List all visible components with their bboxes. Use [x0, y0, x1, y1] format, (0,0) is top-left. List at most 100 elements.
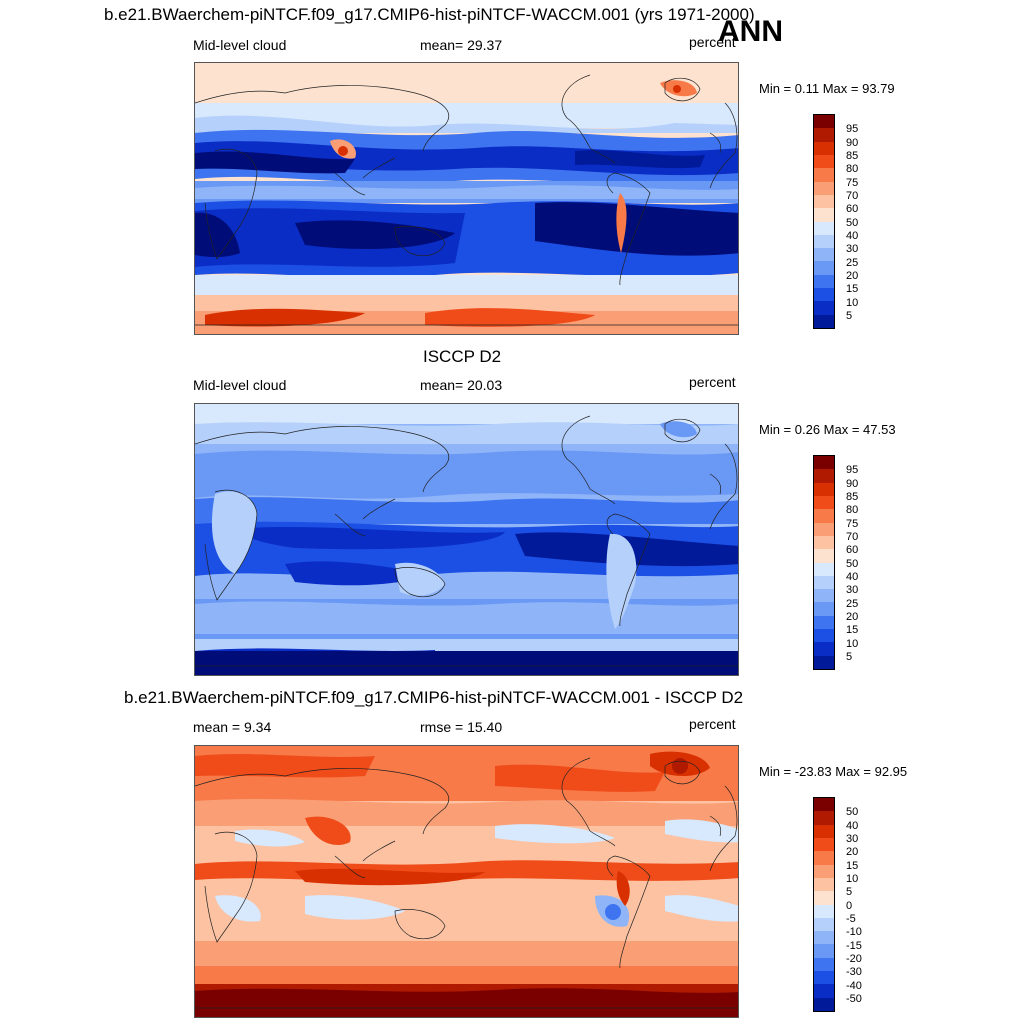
diff-units-label: percent — [689, 716, 736, 732]
diff-colorbar-swatch — [814, 917, 834, 932]
colorbar-tick-label: 80 — [846, 504, 859, 516]
model-colorbar — [813, 114, 835, 329]
colorbar-tick-label: 50 — [846, 217, 859, 229]
colorbar-tick-label: 50 — [846, 806, 859, 818]
colorbar-tick-label: 30 — [846, 833, 859, 845]
model-variable-label: Mid-level cloud — [193, 37, 287, 53]
diff-colorbar-swatch — [814, 864, 834, 878]
diff-colorbar-swatch — [814, 824, 834, 838]
colorbar-tick-label: -20 — [846, 953, 862, 965]
diff-colorbar-swatch — [814, 944, 834, 958]
diff-colorbar-swatch — [814, 984, 834, 998]
colorbar-tick-label: 20 — [846, 270, 859, 282]
colorbar-tick-label: 5 — [846, 651, 853, 663]
colorbar-tick-label: 25 — [846, 257, 859, 269]
colorbar-tick-label: 10 — [846, 638, 859, 650]
colorbar-tick-label: 15 — [846, 283, 859, 295]
diff-colorbar-swatch — [814, 851, 834, 865]
colorbar-tick-label: 60 — [846, 544, 859, 556]
obs-colorbar-swatch — [814, 589, 834, 603]
model-cloud-map — [194, 62, 739, 335]
colorbar-tick-label: 10 — [846, 873, 859, 885]
colorbar-tick-label: 10 — [846, 297, 859, 309]
model-colorbar-swatch — [814, 314, 834, 328]
obs-units-label: percent — [689, 374, 736, 390]
colorbar-tick-label: 50 — [846, 558, 859, 570]
colorbar-tick-label: 30 — [846, 243, 859, 255]
colorbar-tick-label: 15 — [846, 860, 859, 872]
diff-mean-label: mean = 9.34 — [193, 719, 272, 735]
colorbar-tick-label: 75 — [846, 177, 859, 189]
diff-cloud-map — [194, 745, 739, 1018]
diff-colorbar-swatch — [814, 877, 834, 892]
model-units-label: percent — [689, 34, 736, 50]
diff-colorbar-swatch — [814, 997, 834, 1011]
colorbar-tick-label: 85 — [846, 150, 859, 162]
model-colorbar-swatch — [814, 288, 834, 302]
colorbar-tick-label: -50 — [846, 993, 862, 1005]
obs-colorbar-swatch — [814, 562, 834, 576]
colorbar-tick-label: 5 — [846, 886, 853, 898]
colorbar-tick-label: -30 — [846, 966, 862, 978]
colorbar-tick-label: 30 — [846, 584, 859, 596]
model-colorbar-swatch — [814, 181, 834, 195]
colorbar-tick-label: 95 — [846, 123, 859, 135]
colorbar-tick-label: 90 — [846, 137, 859, 149]
model-colorbar-swatch — [814, 274, 834, 289]
obs-colorbar — [813, 455, 835, 670]
model-colorbar-swatch — [814, 154, 834, 169]
colorbar-tick-label: -15 — [846, 940, 862, 952]
obs-colorbar-swatch — [814, 642, 834, 656]
obs-panel-title: ISCCP D2 — [423, 347, 502, 366]
obs-map-svg — [195, 404, 738, 675]
model-colorbar-swatch — [814, 141, 834, 155]
model-colorbar-swatch — [814, 194, 834, 209]
obs-colorbar-swatch — [814, 629, 834, 643]
colorbar-tick-label: -10 — [846, 926, 862, 938]
obs-cloud-map — [194, 403, 739, 676]
colorbar-tick-label: 95 — [846, 464, 859, 476]
model-minmax-label: Min = 0.11 Max = 93.79 — [759, 81, 895, 96]
colorbar-tick-label: 20 — [846, 611, 859, 623]
diff-rmse-label: rmse = 15.40 — [420, 719, 503, 735]
obs-colorbar-swatch — [814, 522, 834, 536]
obs-mean-label: mean= 20.03 — [420, 377, 503, 393]
colorbar-tick-label: 40 — [846, 230, 859, 242]
model-colorbar-swatch — [814, 261, 834, 275]
diff-colorbar-swatch — [814, 971, 834, 985]
colorbar-tick-label: -40 — [846, 980, 862, 992]
colorbar-tick-label: 40 — [846, 820, 859, 832]
obs-colorbar-swatch — [814, 535, 834, 550]
colorbar-tick-label: 25 — [846, 598, 859, 610]
model-colorbar-swatch — [814, 168, 834, 182]
diff-panel-title: b.e21.BWaerchem-piNTCF.f09_g17.CMIP6-his… — [124, 688, 744, 707]
diff-colorbar — [813, 797, 835, 1012]
model-mean-label: mean= 29.37 — [420, 37, 503, 53]
colorbar-tick-label: 70 — [846, 531, 859, 543]
diff-colorbar-swatch — [814, 798, 834, 812]
colorbar-tick-label: 90 — [846, 478, 859, 490]
diff-colorbar-swatch — [814, 904, 834, 918]
colorbar-tick-label: 5 — [846, 310, 853, 322]
diff-colorbar-swatch — [814, 811, 834, 825]
diff-colorbar-swatch — [814, 957, 834, 972]
diff-colorbar-swatch — [814, 891, 834, 905]
diff-colorbar-swatch — [814, 837, 834, 852]
colorbar-tick-label: 60 — [846, 203, 859, 215]
obs-colorbar-swatch — [814, 482, 834, 496]
diff-minmax-label: Min = -23.83 Max = 92.95 — [759, 764, 908, 779]
obs-colorbar-swatch — [814, 575, 834, 590]
obs-colorbar-swatch — [814, 469, 834, 483]
model-panel-title: b.e21.BWaerchem-piNTCF.f09_g17.CMIP6-his… — [104, 5, 755, 24]
colorbar-tick-label: 85 — [846, 491, 859, 503]
model-colorbar-swatch — [814, 301, 834, 315]
obs-colorbar-swatch — [814, 655, 834, 669]
diff-colorbar-swatch — [814, 931, 834, 945]
colorbar-tick-label: 70 — [846, 190, 859, 202]
colorbar-tick-label: 75 — [846, 518, 859, 530]
obs-variable-label: Mid-level cloud — [193, 377, 287, 393]
model-colorbar-swatch — [814, 221, 834, 235]
obs-colorbar-swatch — [814, 615, 834, 630]
colorbar-tick-label: 0 — [846, 900, 853, 912]
model-colorbar-swatch — [814, 208, 834, 222]
